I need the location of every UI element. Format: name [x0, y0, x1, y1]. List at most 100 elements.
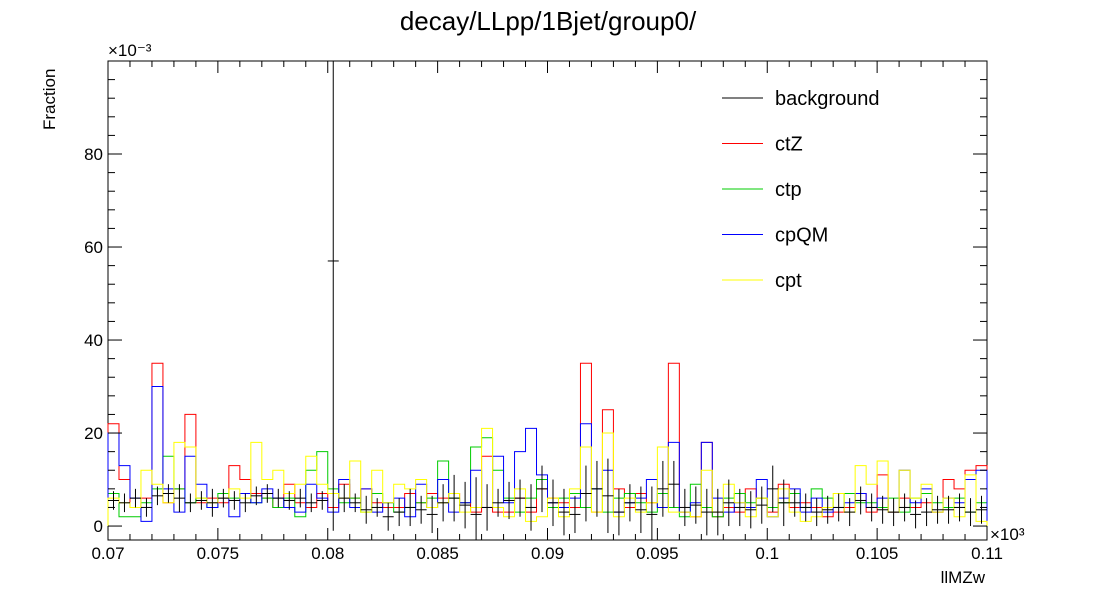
background-point — [206, 488, 218, 517]
background-point — [470, 477, 482, 540]
background-point — [272, 488, 284, 508]
axes-group: 0.07 0.075 0.08 0.085 0.09 0.095 0.1 0.105 0.11 0… — [84, 61, 1003, 563]
background-point — [393, 498, 405, 527]
background-point — [503, 481, 515, 520]
background-point — [679, 488, 691, 527]
legend-label: ctZ — [775, 134, 803, 156]
background-point — [844, 498, 856, 527]
legend-label: cpt — [775, 270, 802, 292]
background-point — [635, 486, 647, 534]
background-point — [404, 488, 416, 527]
background-point — [382, 502, 394, 531]
x-tick-label: 0.1 — [755, 544, 779, 563]
legend-label: cpQM — [775, 225, 828, 247]
x-axis-label: llMZw — [941, 568, 986, 587]
legend-item-ctp: ctp — [722, 179, 802, 201]
background-point — [239, 493, 251, 513]
background-point — [118, 493, 130, 513]
background-point — [701, 488, 713, 536]
x-tick-label: 0.075 — [197, 544, 240, 563]
background-point — [657, 460, 669, 517]
background-point — [822, 495, 834, 524]
x-tick-label: 0.08 — [311, 544, 344, 563]
background-point — [855, 486, 867, 515]
legend-item-ctz: ctZ — [722, 134, 803, 156]
background-point — [569, 495, 581, 534]
background-point — [690, 486, 702, 524]
background-point — [668, 460, 680, 508]
background-point — [767, 465, 779, 513]
y-tick-label: 60 — [84, 238, 103, 257]
x-tick-label: 0.11 — [971, 544, 1003, 563]
background-point — [734, 488, 746, 527]
legend-item-background: background — [722, 88, 880, 110]
background-point — [602, 458, 614, 534]
background-point — [140, 498, 152, 517]
x-tick-label: 0.105 — [856, 544, 899, 563]
background-point — [426, 495, 438, 534]
background-point — [547, 479, 559, 527]
legend-label: ctp — [775, 179, 802, 201]
background-point — [525, 484, 537, 531]
background-point — [195, 491, 207, 510]
background-point — [217, 488, 229, 508]
background-point — [624, 484, 636, 522]
background-point — [558, 488, 570, 536]
background-point — [800, 493, 812, 522]
background-point — [151, 486, 163, 506]
background-point — [437, 484, 449, 522]
x-axis-multiplier: ×10³ — [990, 525, 1025, 544]
legend: background ctZ ctp cpQM cpt — [722, 88, 880, 292]
y-tick-label: 0 — [94, 517, 103, 536]
x-tick-label: 0.09 — [531, 544, 564, 563]
background-point — [954, 493, 966, 522]
background-point — [459, 481, 471, 529]
y-tick-label: 80 — [84, 145, 103, 164]
background-point — [888, 498, 900, 527]
background-point — [712, 488, 724, 536]
legend-item-cpt: cpt — [722, 270, 802, 292]
background-point — [415, 495, 427, 524]
background-point — [173, 484, 185, 513]
background-point — [789, 488, 801, 517]
background-point — [448, 474, 460, 522]
background-point — [283, 491, 295, 510]
background-point — [866, 493, 878, 522]
background-point — [184, 493, 196, 513]
x-tick-label: 0.07 — [91, 544, 124, 563]
background-point — [965, 498, 977, 527]
background-point — [756, 486, 768, 524]
background-point — [371, 498, 383, 517]
background-point — [492, 488, 504, 517]
background-point — [162, 484, 174, 503]
background-point — [294, 488, 306, 508]
series-cpt-line — [107, 427, 988, 527]
x-tick-label: 0.095 — [636, 544, 679, 563]
legend-item-cpqm: cpQM — [722, 225, 828, 247]
x-tick-label: 0.085 — [416, 544, 459, 563]
series-group — [107, 61, 988, 540]
background-point — [833, 493, 845, 522]
background-point — [899, 493, 911, 522]
background-point — [108, 491, 119, 510]
background-point — [481, 484, 493, 531]
background-point — [745, 491, 757, 529]
y-tick-label: 40 — [84, 331, 103, 350]
background-point — [943, 495, 955, 524]
background-point — [910, 500, 922, 529]
background-point — [261, 484, 273, 503]
background-point — [250, 486, 262, 506]
background-point — [316, 491, 328, 510]
y-axis-label: Fraction — [40, 69, 59, 130]
background-point — [129, 488, 141, 508]
background-point — [613, 488, 625, 536]
background-point — [327, 61, 339, 531]
background-point — [723, 479, 735, 527]
background-point — [228, 491, 240, 510]
background-point — [514, 479, 526, 517]
background-point — [580, 465, 592, 522]
background-point — [360, 495, 372, 524]
background-point — [778, 479, 790, 527]
background-point — [811, 498, 823, 527]
